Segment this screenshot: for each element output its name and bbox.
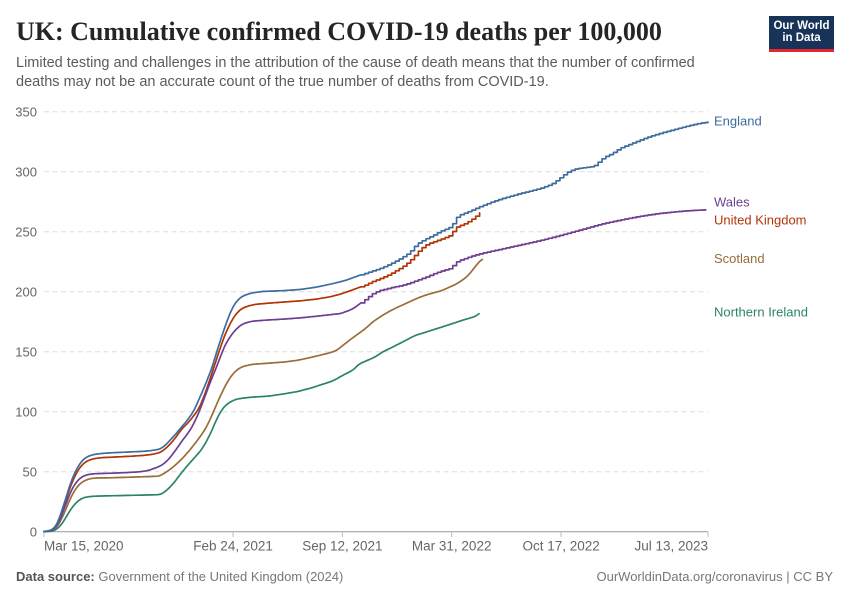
svg-text:United Kingdom: United Kingdom (714, 212, 807, 227)
svg-text:Jul 13, 2023: Jul 13, 2023 (634, 538, 708, 553)
svg-text:300: 300 (15, 164, 37, 179)
svg-text:Sep 12, 2021: Sep 12, 2021 (302, 538, 382, 553)
svg-text:England: England (714, 113, 762, 128)
svg-text:150: 150 (15, 344, 37, 359)
svg-text:Mar 15, 2020: Mar 15, 2020 (44, 538, 124, 553)
svg-text:Oct 17, 2022: Oct 17, 2022 (522, 538, 599, 553)
svg-text:100: 100 (15, 404, 37, 419)
svg-text:Feb 24, 2021: Feb 24, 2021 (193, 538, 273, 553)
svg-text:250: 250 (15, 224, 37, 239)
svg-text:0: 0 (30, 524, 37, 539)
svg-text:200: 200 (15, 284, 37, 299)
svg-text:50: 50 (23, 464, 37, 479)
svg-text:Northern Ireland: Northern Ireland (714, 305, 808, 320)
svg-text:Scotland: Scotland (714, 251, 765, 266)
svg-text:350: 350 (15, 104, 37, 119)
svg-text:Mar 31, 2022: Mar 31, 2022 (412, 538, 492, 553)
svg-text:Wales: Wales (714, 194, 750, 209)
